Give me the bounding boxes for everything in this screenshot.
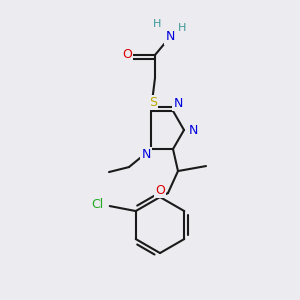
Text: N: N — [173, 98, 183, 110]
Text: Cl: Cl — [92, 198, 104, 211]
Text: O: O — [155, 184, 165, 196]
Text: S: S — [149, 95, 157, 109]
Text: N: N — [141, 148, 151, 160]
Text: O: O — [122, 49, 132, 62]
Text: N: N — [188, 124, 198, 136]
Text: H: H — [178, 23, 186, 33]
Text: N: N — [165, 31, 175, 44]
Text: H: H — [153, 19, 161, 29]
